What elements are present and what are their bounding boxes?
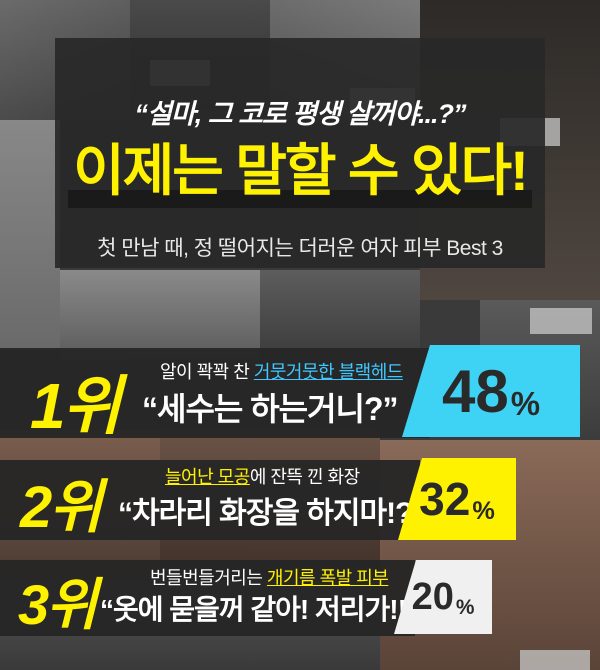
headline-underline (68, 190, 532, 208)
background-photo (260, 270, 420, 360)
background-photo (0, 120, 60, 350)
header-panel (55, 38, 545, 268)
rank-desc-post: 에 잔뜩 낀 화장 (249, 467, 360, 487)
rank-desc-pre: 알이 꽉꽉 찬 (160, 362, 254, 382)
rank-label-3: 3위 (18, 573, 98, 636)
rank-row-1 (0, 348, 430, 438)
rank-row-2 (0, 460, 420, 540)
headline: 이제는 말할 수 있다! (73, 139, 528, 202)
headline-wrap: 이제는 말할 수 있다! (0, 140, 600, 202)
rank-desc-2: 늘어난 모공에 잔뜩 낀 화장 (165, 463, 360, 489)
rank-desc-pre: 번들번들거리는 (150, 568, 267, 588)
rank-desc-highlight: 개기름 폭발 피부 (266, 568, 389, 588)
rank-quote-2: “차라리 화장을 하지마!?” (118, 497, 427, 530)
background-photo (60, 270, 260, 360)
percent-value: 48 (441, 357, 509, 425)
rank-label-2: 2위 (20, 475, 103, 540)
rank-desc-highlight: 늘어난 모공 (165, 467, 250, 487)
rank-percent-1: 48% (402, 345, 580, 437)
face-blur-mask (520, 650, 590, 670)
rank-desc-highlight: 거뭇거뭇한 블랙헤드 (253, 362, 404, 382)
percent-sign: % (510, 385, 541, 422)
percent-value: 32 (419, 473, 471, 525)
rank-quote-3: “옷에 묻을꺼 같아! 저리가!!” (100, 594, 420, 625)
percent-sign: % (472, 497, 495, 525)
rank-label-1: 1위 (30, 370, 122, 442)
rank-row-3 (0, 560, 415, 636)
rank-percent-2: 32% (398, 458, 516, 540)
subtitle: 첫 만남 때, 정 떨어지는 더러운 여자 피부 Best 3 (97, 237, 503, 260)
face-blur-mask (530, 308, 592, 334)
rank-quote-1: “세수는 하는거니?” (142, 391, 399, 427)
header-quote: “설마, 그 코로 평생 살꺼야...?” (134, 99, 467, 129)
percent-sign: % (455, 596, 475, 619)
rank-desc-1: 알이 꽉꽉 찬 거뭇거뭇한 블랙헤드 (160, 358, 403, 384)
rank-desc-3: 번들번들거리는 개기름 폭발 피부 (150, 564, 389, 590)
percent-value: 20 (411, 575, 454, 618)
